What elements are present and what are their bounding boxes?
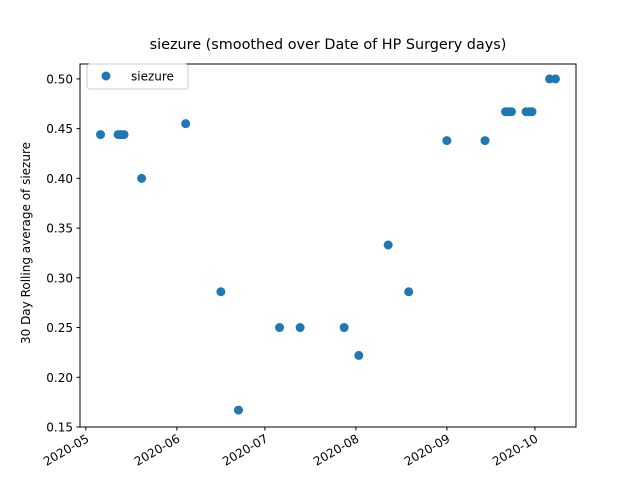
y-tick-label: 0.25: [46, 321, 73, 335]
data-point: [506, 107, 516, 117]
data-point: [339, 323, 349, 333]
data-point: [216, 287, 226, 297]
y-tick-label: 0.40: [46, 172, 73, 186]
data-point: [527, 107, 537, 117]
legend: siezure: [86, 63, 189, 90]
legend-label: siezure: [131, 70, 174, 84]
data-points: [96, 74, 560, 415]
legend-box: [86, 63, 189, 90]
data-point: [550, 74, 560, 84]
y-tick-label: 0.15: [46, 421, 73, 435]
data-point: [137, 173, 147, 183]
y-tick-label: 0.20: [46, 371, 73, 385]
data-point: [442, 136, 452, 146]
data-point: [119, 130, 129, 140]
data-point: [404, 287, 414, 297]
data-point: [96, 130, 106, 140]
data-point: [383, 240, 393, 250]
data-point: [275, 323, 285, 333]
y-axis-ticks: 0.15 0.20 0.25 0.30 0.35 0.40 0.45 0.50: [46, 72, 80, 435]
axes-frame: [79, 63, 577, 428]
data-point: [354, 350, 364, 360]
data-point: [295, 323, 305, 333]
y-axis-label: 30 Day Rolling average of siezure: [19, 142, 33, 344]
data-point: [233, 405, 243, 415]
chart-title: siezure (smoothed over Date of HP Surger…: [150, 37, 507, 53]
data-point: [181, 119, 191, 129]
data-point: [480, 136, 490, 146]
y-tick-label: 0.30: [46, 271, 73, 285]
y-tick-label: 0.50: [46, 72, 73, 86]
legend-marker: [101, 71, 111, 81]
y-tick-label: 0.45: [46, 122, 73, 136]
y-tick-label: 0.35: [46, 222, 73, 236]
